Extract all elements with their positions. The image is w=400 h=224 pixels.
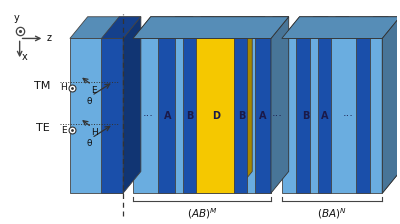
Text: TE: TE	[36, 123, 50, 133]
Text: A: A	[164, 111, 171, 121]
Polygon shape	[296, 39, 310, 193]
Text: $(BA)^N$: $(BA)^N$	[317, 206, 347, 221]
Text: B: B	[302, 111, 309, 121]
Polygon shape	[70, 39, 123, 193]
Text: E: E	[92, 86, 97, 95]
Text: ···: ···	[342, 111, 353, 121]
Text: H: H	[92, 128, 98, 137]
Polygon shape	[234, 17, 265, 39]
Text: B: B	[186, 111, 194, 121]
Polygon shape	[234, 39, 247, 193]
Polygon shape	[255, 17, 289, 39]
Text: ···: ···	[272, 111, 282, 121]
Polygon shape	[158, 17, 193, 39]
Polygon shape	[123, 17, 141, 193]
Polygon shape	[356, 39, 370, 193]
Polygon shape	[158, 39, 175, 193]
Text: H: H	[60, 83, 67, 92]
Text: D: D	[212, 111, 220, 121]
Text: A: A	[259, 111, 267, 121]
Text: θ: θ	[87, 97, 92, 106]
Polygon shape	[255, 39, 271, 193]
Polygon shape	[196, 17, 252, 39]
Text: x: x	[22, 52, 27, 62]
Polygon shape	[282, 17, 400, 39]
Text: A: A	[322, 111, 329, 121]
Polygon shape	[282, 17, 400, 39]
Text: z: z	[46, 33, 51, 43]
Text: TM: TM	[34, 81, 50, 91]
Text: E: E	[61, 126, 67, 135]
Polygon shape	[196, 39, 234, 193]
Text: $(AB)^M$: $(AB)^M$	[187, 206, 217, 221]
Polygon shape	[133, 17, 289, 39]
Text: θ: θ	[87, 139, 92, 148]
Polygon shape	[183, 17, 214, 39]
Text: y: y	[14, 13, 20, 23]
Polygon shape	[183, 39, 196, 193]
Polygon shape	[296, 17, 328, 39]
Polygon shape	[318, 17, 349, 39]
Text: B: B	[238, 111, 245, 121]
Polygon shape	[318, 39, 331, 193]
Text: ···: ···	[142, 111, 153, 121]
Polygon shape	[70, 17, 141, 39]
Polygon shape	[133, 39, 271, 193]
Polygon shape	[282, 39, 382, 193]
Polygon shape	[102, 17, 141, 39]
Polygon shape	[133, 17, 289, 39]
Polygon shape	[382, 17, 400, 193]
Polygon shape	[102, 39, 123, 193]
Polygon shape	[271, 17, 289, 193]
Polygon shape	[356, 17, 388, 39]
Polygon shape	[234, 17, 252, 193]
Polygon shape	[382, 17, 400, 193]
